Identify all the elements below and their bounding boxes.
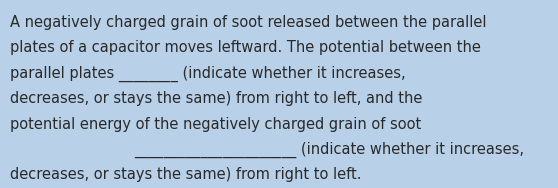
Text: decreases, or stays the same) from right to left, and the: decreases, or stays the same) from right…: [10, 91, 422, 106]
Text: plates of a capacitor moves leftward. The potential between the: plates of a capacitor moves leftward. Th…: [10, 40, 481, 55]
Text: decreases, or stays the same) from right to left.: decreases, or stays the same) from right…: [10, 167, 362, 182]
Text: potential energy of the negatively charged grain of soot: potential energy of the negatively charg…: [10, 117, 421, 132]
Text: A negatively charged grain of soot released between the parallel: A negatively charged grain of soot relea…: [10, 15, 487, 30]
Text: ______________________ (indicate whether it increases,: ______________________ (indicate whether…: [134, 142, 524, 158]
Text: parallel plates ________ (indicate whether it increases,: parallel plates ________ (indicate wheth…: [10, 66, 406, 82]
